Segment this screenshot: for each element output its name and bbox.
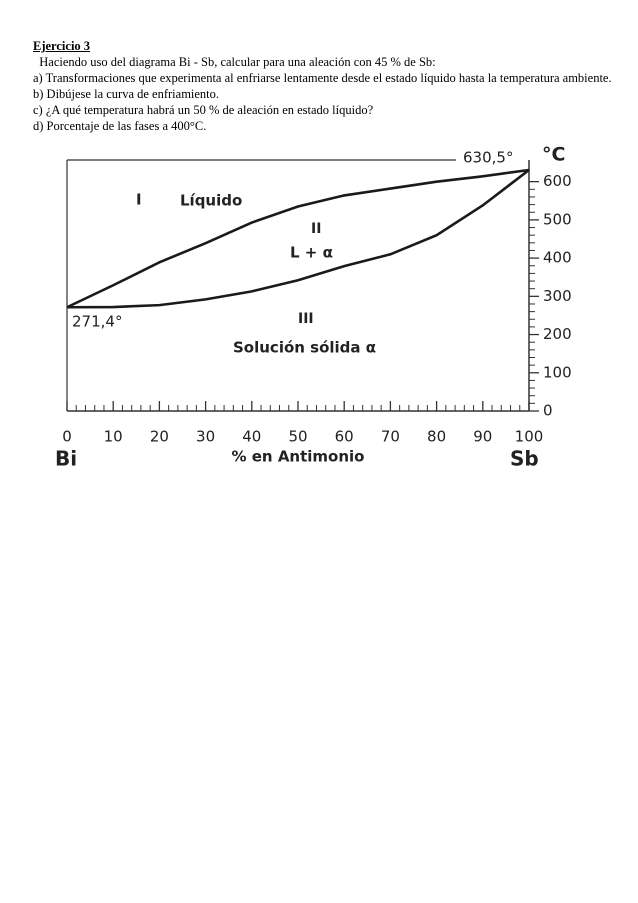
annotation: I (136, 191, 142, 209)
x-tick-label: 60 (335, 428, 354, 446)
x-tick-label: 50 (288, 428, 307, 446)
phase-curve (66, 168, 530, 309)
x-tick-label: 40 (242, 428, 261, 446)
x-axis-title: % en Antimonio (232, 448, 365, 466)
text-line: a) Transformaciones que experimenta al e… (33, 71, 612, 85)
text-line: c) ¿A qué temperatura habrá un 50 % de a… (33, 103, 374, 117)
x-end-label: Bi (55, 447, 77, 471)
annotation: II (311, 221, 321, 237)
x-tick-label: 30 (196, 428, 215, 446)
phase-curve (66, 168, 530, 309)
x-tick-label: 20 (150, 428, 169, 446)
heading: Ejercicio 3 (33, 39, 91, 53)
y-tick-label: 0 (543, 402, 553, 420)
annotation: L + α (290, 244, 333, 262)
exercise-text: Haciendo uso del diagrama Bi - Sb, calcu… (33, 54, 613, 134)
x-tick-label: 90 (473, 428, 492, 446)
annotation: III (298, 311, 314, 327)
document: Ejercicio 3 Haciendo uso del diagrama Bi… (33, 38, 613, 134)
annotation: Solución sólida α (233, 339, 376, 357)
annotation: Líquido (180, 192, 242, 210)
x-end-label: Sb (510, 447, 539, 471)
x-tick-label: 0 (62, 428, 72, 446)
text-line: Haciendo uso del diagrama Bi - Sb, calcu… (33, 55, 436, 69)
y-tick-label: 300 (543, 287, 572, 305)
y-tick-label: 100 (543, 363, 572, 381)
y-tick-label: 400 (543, 249, 572, 267)
x-tick-label: 70 (381, 428, 400, 446)
y-unit: °C (542, 144, 565, 166)
text-line: b) Dibújese la curva de enfriamiento. (33, 87, 220, 101)
text-line: d) Porcentaje de las fases a 400°C. (33, 119, 207, 133)
x-tick-label: 100 (515, 428, 544, 446)
x-tick-label: 80 (427, 428, 446, 446)
y-tick-label: 500 (543, 210, 572, 228)
x-tick-label: 10 (104, 428, 123, 446)
y-tick-label: 200 (543, 325, 572, 343)
y-tick-label: 600 (543, 172, 572, 190)
annotation: 271,4° (72, 313, 122, 331)
annotation: 630,5° (463, 149, 513, 167)
